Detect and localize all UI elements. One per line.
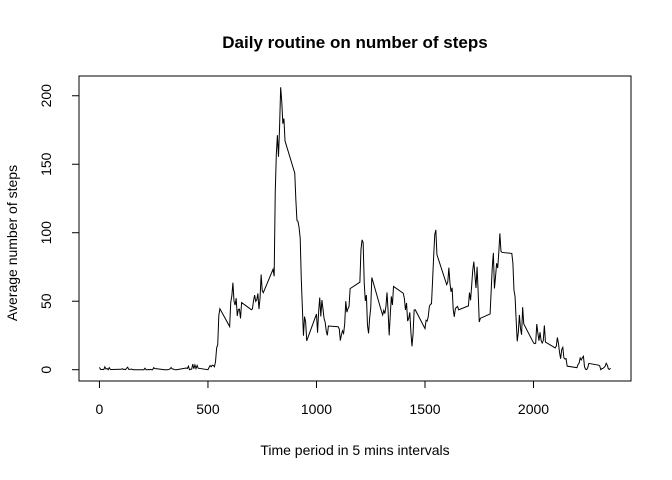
x-tick-label: 0 [96, 401, 104, 417]
data-line [99, 87, 611, 371]
y-tick-label: 0 [38, 366, 54, 374]
x-tick-label: 1000 [301, 401, 332, 417]
x-tick-label: 1500 [409, 401, 440, 417]
x-axis-label: Time period in 5 mins intervals [260, 442, 449, 458]
y-tick-label: 50 [38, 293, 54, 309]
chart-title: Daily routine on number of steps [222, 33, 487, 52]
x-tick-label: 2000 [518, 401, 549, 417]
x-tick-label: 500 [196, 401, 220, 417]
y-axis-label: Average number of steps [4, 165, 20, 321]
y-tick-label: 200 [38, 84, 54, 108]
y-tick-label: 100 [38, 221, 54, 245]
y-tick-label: 150 [38, 152, 54, 176]
